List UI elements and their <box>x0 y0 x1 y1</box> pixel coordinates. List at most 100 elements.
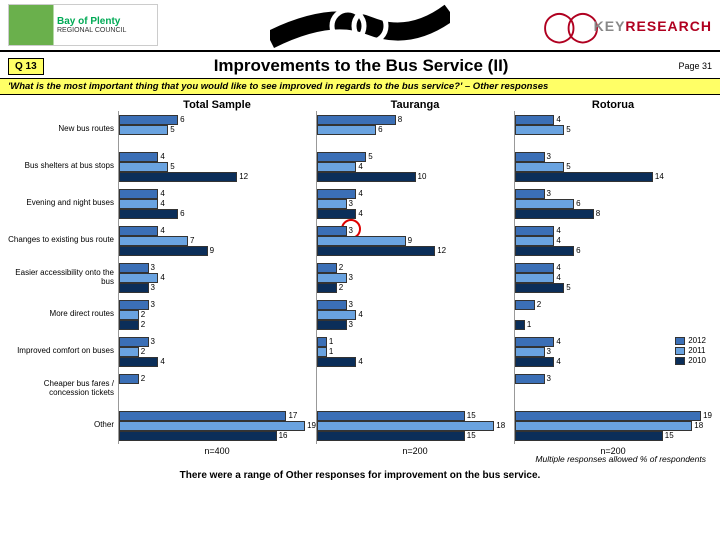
bar-value: 3 <box>547 347 551 356</box>
chart-panel: 324 <box>118 333 316 370</box>
bar-fill <box>317 115 396 125</box>
bar-value: 4 <box>358 162 362 171</box>
rings-icon: ◯◯ <box>542 9 589 44</box>
n-label: n=200 <box>316 446 514 456</box>
bar-value: 18 <box>496 421 505 430</box>
bar-fill <box>317 226 347 236</box>
bar-fill <box>317 152 366 162</box>
question-text: 'What is the most important thing that y… <box>0 78 720 95</box>
category-label: Bus shelters at bus stops <box>8 162 118 171</box>
legend-label: 2010 <box>688 356 706 365</box>
bar: 3 <box>119 263 316 273</box>
legend-label: 2011 <box>688 346 705 355</box>
bar: 1 <box>515 320 712 330</box>
bar: 4 <box>515 236 712 246</box>
bar: 3 <box>515 189 712 199</box>
bar: 3 <box>317 199 514 209</box>
bar-fill <box>317 236 406 246</box>
bar-fill <box>317 357 356 367</box>
bar-fill <box>119 172 237 182</box>
chart-panel: 3 <box>514 370 712 407</box>
bar-value: 4 <box>160 152 164 161</box>
bar-fill <box>119 273 158 283</box>
bar: 2 <box>317 283 514 293</box>
bar-value: 3 <box>349 320 353 329</box>
bar-value: 3 <box>547 189 551 198</box>
bar-fill <box>317 310 356 320</box>
logo-left-line2: REGIONAL COUNCIL <box>57 27 126 35</box>
bar-value: 15 <box>665 431 674 440</box>
bar-value: 5 <box>566 283 570 292</box>
bar-fill <box>515 320 525 330</box>
bar-fill <box>317 162 356 172</box>
bar: 6 <box>119 209 316 219</box>
legend-swatch <box>675 347 685 355</box>
bar: 3 <box>119 283 316 293</box>
bar-fill <box>119 310 139 320</box>
bar-fill <box>119 347 139 357</box>
bar: 4 <box>119 189 316 199</box>
bar-fill <box>317 320 347 330</box>
bar-value: 5 <box>566 125 570 134</box>
category-label: Improved comfort on buses <box>8 347 118 356</box>
bar-fill <box>119 357 158 367</box>
bar: 6 <box>515 199 712 209</box>
bar-value: 3 <box>349 226 353 235</box>
header-bar: Bay of Plenty REGIONAL COUNCIL ◯◯ KEYRES… <box>0 0 720 52</box>
bottom-caption: There were a range of Other responses fo… <box>0 464 720 487</box>
bar-fill <box>119 209 178 219</box>
bar-value: 4 <box>358 310 362 319</box>
bar: 4 <box>119 273 316 283</box>
chart-row: Evening and night buses446434368 <box>8 185 712 222</box>
bar: 3 <box>317 273 514 283</box>
panel-title: Tauranga <box>316 99 514 111</box>
chart-panel: 343 <box>118 259 316 296</box>
bar-fill <box>317 172 416 182</box>
bar-fill <box>119 226 158 236</box>
category-label: Other <box>8 421 118 430</box>
bar-value: 15 <box>467 411 476 420</box>
bar-fill <box>515 431 663 441</box>
bar-value: 15 <box>467 431 476 440</box>
bar: 4 <box>317 357 514 367</box>
bar-value: 4 <box>556 236 560 245</box>
bar-fill <box>515 374 545 384</box>
bar: 2 <box>119 310 316 320</box>
bar: 3 <box>515 152 712 162</box>
bar-fill <box>515 115 554 125</box>
bar-fill <box>515 152 545 162</box>
chart-row: Improved comfort on buses324114434 <box>8 333 712 370</box>
bar: 4 <box>515 226 712 236</box>
chart-panel: 434 <box>316 185 514 222</box>
bar-fill <box>515 162 564 172</box>
bar-value: 19 <box>307 421 316 430</box>
bar-value: 12 <box>437 246 446 255</box>
bar-fill <box>317 189 356 199</box>
bar-value: 4 <box>358 357 362 366</box>
bar: 12 <box>317 246 514 256</box>
bar-value: 4 <box>358 189 362 198</box>
logo-keyresearch: ◯◯ KEYRESEARCH <box>542 6 712 46</box>
bar-fill <box>515 337 554 347</box>
bar-fill <box>317 421 494 431</box>
bar-fill <box>317 273 347 283</box>
bar-fill <box>515 421 692 431</box>
bar: 18 <box>317 421 514 431</box>
chart-panel: 2 <box>118 370 316 407</box>
bar: 16 <box>119 431 316 441</box>
bar-value: 16 <box>279 431 288 440</box>
legend-swatch <box>675 337 685 345</box>
bar-value: 3 <box>349 199 353 208</box>
bar: 15 <box>317 411 514 421</box>
bar-fill <box>119 199 158 209</box>
keyresearch-text: KEYRESEARCH <box>594 18 712 34</box>
bar-fill <box>119 374 139 384</box>
legend-label: 2012 <box>688 336 706 345</box>
bar-fill <box>119 411 286 421</box>
bar-fill <box>515 236 554 246</box>
bar: 7 <box>119 236 316 246</box>
bar-value: 5 <box>170 162 174 171</box>
bar-value: 19 <box>703 411 712 420</box>
bar: 10 <box>317 172 514 182</box>
bar-fill <box>317 431 465 441</box>
